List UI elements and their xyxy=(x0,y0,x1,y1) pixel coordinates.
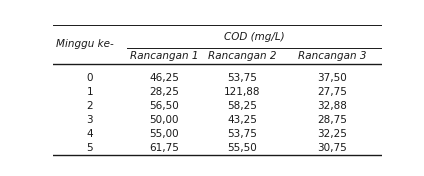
Text: Rancangan 2: Rancangan 2 xyxy=(208,51,276,61)
Text: 121,88: 121,88 xyxy=(224,87,260,97)
Text: 53,75: 53,75 xyxy=(227,73,257,83)
Text: 32,88: 32,88 xyxy=(318,101,347,111)
Text: 32,25: 32,25 xyxy=(318,129,347,139)
Text: 28,75: 28,75 xyxy=(318,115,347,125)
Text: 43,25: 43,25 xyxy=(227,115,257,125)
Text: 53,75: 53,75 xyxy=(227,129,257,139)
Text: 5: 5 xyxy=(86,143,93,153)
Text: COD (mg/L): COD (mg/L) xyxy=(224,32,285,42)
Text: 3: 3 xyxy=(86,115,93,125)
Text: 46,25: 46,25 xyxy=(149,73,179,83)
Text: 4: 4 xyxy=(86,129,93,139)
Text: Rancangan 3: Rancangan 3 xyxy=(298,51,367,61)
Text: 55,50: 55,50 xyxy=(227,143,257,153)
Text: 0: 0 xyxy=(87,73,93,83)
Text: 50,00: 50,00 xyxy=(149,115,179,125)
Text: 27,75: 27,75 xyxy=(318,87,347,97)
Text: 28,25: 28,25 xyxy=(149,87,179,97)
Text: 56,50: 56,50 xyxy=(149,101,179,111)
Text: 61,75: 61,75 xyxy=(149,143,179,153)
Text: 55,00: 55,00 xyxy=(149,129,179,139)
Text: Minggu ke-: Minggu ke- xyxy=(56,39,114,49)
Text: 1: 1 xyxy=(86,87,93,97)
Text: 2: 2 xyxy=(86,101,93,111)
Text: 58,25: 58,25 xyxy=(227,101,257,111)
Text: 37,50: 37,50 xyxy=(318,73,347,83)
Text: 30,75: 30,75 xyxy=(318,143,347,153)
Text: Rancangan 1: Rancangan 1 xyxy=(130,51,198,61)
